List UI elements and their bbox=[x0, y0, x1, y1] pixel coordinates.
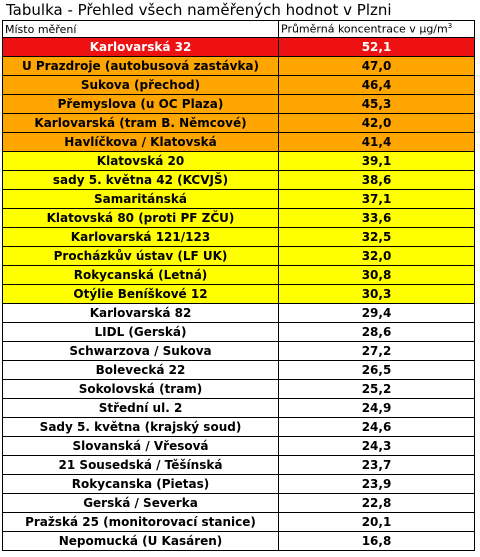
table-row: Klatovská 80 (proti PF ZČU) 33,6 bbox=[2, 208, 475, 228]
location-cell: Gerská / Severka bbox=[2, 493, 279, 513]
location-cell: U Prazdroje (autobusová zastávka) bbox=[2, 56, 279, 76]
table-row: Karlovarská (tram B. Němcové) 42,0 bbox=[2, 113, 475, 133]
concentration-cell: 47,0 bbox=[278, 56, 475, 76]
table-row: Samaritánská 37,1 bbox=[2, 189, 475, 209]
column-header-concentration: Průměrná koncentrace v μg/m3 bbox=[278, 20, 475, 38]
location-cell: Samaritánská bbox=[2, 189, 279, 209]
concentration-cell: 24,3 bbox=[278, 436, 475, 456]
table-row: Sukova (přechod) 46,4 bbox=[2, 75, 475, 95]
concentration-cell: 23,9 bbox=[278, 474, 475, 494]
location-cell: sady 5. května 42 (KCVJŠ) bbox=[2, 170, 279, 190]
location-cell: Schwarzova / Sukova bbox=[2, 341, 279, 361]
table-row: Pražská 25 (monitorovací stanice) 20,1 bbox=[2, 512, 475, 532]
concentration-cell: 28,6 bbox=[278, 322, 475, 342]
location-cell: Střední ul. 2 bbox=[2, 398, 279, 418]
table-row: Rokycanská (Letná) 30,8 bbox=[2, 265, 475, 285]
table-row: Havlíčkova / Klatovská 41,4 bbox=[2, 132, 475, 152]
concentration-cell: 29,4 bbox=[278, 303, 475, 323]
table-row: Rokycanska (Pietas) 23,9 bbox=[2, 474, 475, 494]
table-row: Otýlie Beníškové 12 30,3 bbox=[2, 284, 475, 304]
concentration-cell: 26,5 bbox=[278, 360, 475, 380]
concentration-cell: 22,8 bbox=[278, 493, 475, 513]
location-cell: Rokycanská (Letná) bbox=[2, 265, 279, 285]
concentration-cell: 38,6 bbox=[278, 170, 475, 190]
location-cell: Slovanská / Vřesová bbox=[2, 436, 279, 456]
table-row: Klatovská 20 39,1 bbox=[2, 151, 475, 171]
concentration-cell: 32,5 bbox=[278, 227, 475, 247]
location-cell: Sady 5. května (krajský soud) bbox=[2, 417, 279, 437]
table-row: Nepomucká (U Kasáren) 16,8 bbox=[2, 531, 475, 551]
concentration-cell: 41,4 bbox=[278, 132, 475, 152]
location-cell: Přemyslova (u OC Plaza) bbox=[2, 94, 279, 114]
concentration-cell: 52,1 bbox=[278, 37, 475, 57]
concentration-cell: 30,3 bbox=[278, 284, 475, 304]
table-row: 21 Sousedská / Těšínská 23,7 bbox=[2, 455, 475, 475]
location-cell: Karlovarská 82 bbox=[2, 303, 279, 323]
location-cell: Karlovarská (tram B. Němcové) bbox=[2, 113, 279, 133]
location-cell: Rokycanska (Pietas) bbox=[2, 474, 279, 494]
table-body: Karlovarská 32 52,1 U Prazdroje (autobusov… bbox=[2, 37, 475, 551]
table-row: Schwarzova / Sukova 27,2 bbox=[2, 341, 475, 361]
table-row: Karlovarská 121/123 32,5 bbox=[2, 227, 475, 247]
column-header-location: Místo měření bbox=[2, 20, 279, 38]
table-row: Střední ul. 2 24,9 bbox=[2, 398, 475, 418]
table-row: Procházkův ústav (LF UK) 32,0 bbox=[2, 246, 475, 266]
concentration-cell: 20,1 bbox=[278, 512, 475, 532]
table-row: Karlovarská 82 29,4 bbox=[2, 303, 475, 323]
page-title: Tabulka - Přehled všech naměřených hodno… bbox=[6, 1, 392, 19]
column-header-concentration-label: Průměrná koncentrace v μg/m bbox=[281, 22, 448, 36]
concentration-cell: 42,0 bbox=[278, 113, 475, 133]
location-cell: Bolevecká 22 bbox=[2, 360, 279, 380]
concentration-cell: 33,6 bbox=[278, 208, 475, 228]
location-cell: Sukova (přechod) bbox=[2, 75, 279, 95]
location-cell: Klatovská 80 (proti PF ZČU) bbox=[2, 208, 279, 228]
table-row: Slovanská / Vřesová 24,3 bbox=[2, 436, 475, 456]
concentration-cell: 45,3 bbox=[278, 94, 475, 114]
concentration-cell: 24,9 bbox=[278, 398, 475, 418]
table-row: Sokolovská (tram) 25,2 bbox=[2, 379, 475, 399]
location-cell: Havlíčkova / Klatovská bbox=[2, 132, 279, 152]
table-row: Bolevecká 22 26,5 bbox=[2, 360, 475, 380]
concentration-cell: 46,4 bbox=[278, 75, 475, 95]
unit-superscript: 3 bbox=[447, 22, 453, 31]
location-cell: Otýlie Beníškové 12 bbox=[2, 284, 279, 304]
table-row: Karlovarská 32 52,1 bbox=[2, 37, 475, 57]
measurements-table: Místo měření Průměrná koncentrace v μg/m… bbox=[2, 20, 475, 551]
concentration-cell: 39,1 bbox=[278, 151, 475, 171]
location-cell: Karlovarská 32 bbox=[2, 37, 279, 57]
concentration-cell: 27,2 bbox=[278, 341, 475, 361]
table-row: Sady 5. května (krajský soud) 24,6 bbox=[2, 417, 475, 437]
location-cell: LIDL (Gerská) bbox=[2, 322, 279, 342]
location-cell: Pražská 25 (monitorovací stanice) bbox=[2, 512, 279, 532]
location-cell: Sokolovská (tram) bbox=[2, 379, 279, 399]
concentration-cell: 30,8 bbox=[278, 265, 475, 285]
concentration-cell: 23,7 bbox=[278, 455, 475, 475]
location-cell: Procházkův ústav (LF UK) bbox=[2, 246, 279, 266]
concentration-cell: 37,1 bbox=[278, 189, 475, 209]
table-header-row: Místo měření Průměrná koncentrace v μg/m… bbox=[2, 20, 475, 38]
concentration-cell: 16,8 bbox=[278, 531, 475, 551]
concentration-cell: 24,6 bbox=[278, 417, 475, 437]
table-row: LIDL (Gerská) 28,6 bbox=[2, 322, 475, 342]
location-cell: Karlovarská 121/123 bbox=[2, 227, 279, 247]
location-cell: Nepomucká (U Kasáren) bbox=[2, 531, 279, 551]
location-cell: 21 Sousedská / Těšínská bbox=[2, 455, 279, 475]
concentration-cell: 32,0 bbox=[278, 246, 475, 266]
concentration-cell: 25,2 bbox=[278, 379, 475, 399]
table-row: Přemyslova (u OC Plaza) 45,3 bbox=[2, 94, 475, 114]
table-row: sady 5. května 42 (KCVJŠ) 38,6 bbox=[2, 170, 475, 190]
location-cell: Klatovská 20 bbox=[2, 151, 279, 171]
table-row: Gerská / Severka 22,8 bbox=[2, 493, 475, 513]
table-row: U Prazdroje (autobusová zastávka) 47,0 bbox=[2, 56, 475, 76]
